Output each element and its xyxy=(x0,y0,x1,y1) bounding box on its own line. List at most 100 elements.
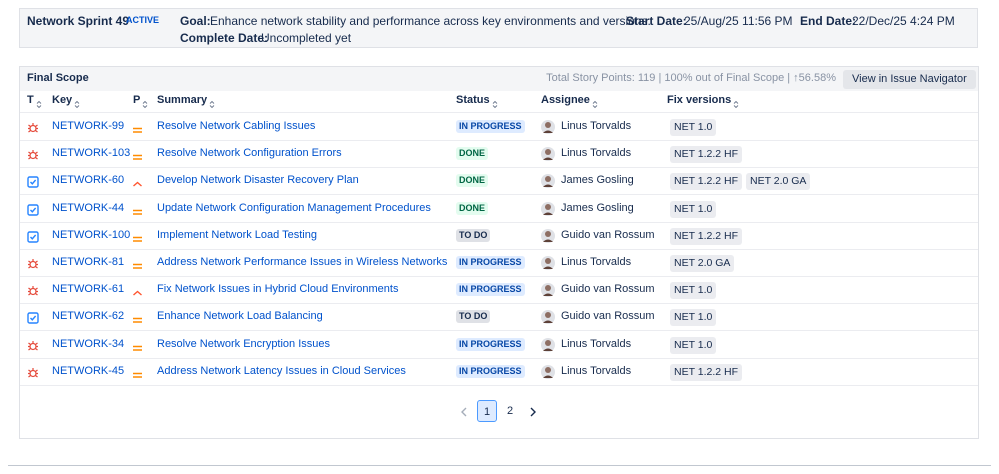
issue-type-icon-task xyxy=(27,311,39,325)
priority-icon-medium-svg xyxy=(133,318,142,324)
issue-summary[interactable]: Resolve Network Encryption Issues xyxy=(157,337,331,350)
issue-key[interactable]: NETWORK-62 xyxy=(52,310,125,323)
issue-summary[interactable]: Implement Network Load Testing xyxy=(157,228,317,241)
issue-summary[interactable]: Resolve Network Cabling Issues xyxy=(157,120,316,132)
issue-type-icon-task-svg xyxy=(27,176,39,189)
sort-icon xyxy=(733,96,739,109)
assignee-name: Linus Torvalds xyxy=(561,364,632,377)
priority-icon-medium-svg xyxy=(133,236,142,242)
assignee-avatar-svg xyxy=(541,256,555,270)
priority-icon-high xyxy=(132,176,143,187)
issue-key[interactable]: NETWORK-34 xyxy=(52,337,125,350)
priority-icon-high xyxy=(132,285,143,296)
issue-type-icon-bug-svg xyxy=(28,259,38,269)
assignee-name: Linus Torvalds xyxy=(561,120,632,132)
column-header[interactable]: Assignee xyxy=(541,94,590,106)
page-button[interactable]: 1 xyxy=(477,400,497,422)
priority-icon-high-svg xyxy=(133,181,142,187)
status-lozenge: IN PROGRESS xyxy=(456,256,525,269)
assignee-name: Linus Torvalds xyxy=(561,147,632,160)
row-separator xyxy=(20,140,978,141)
sort-icon xyxy=(36,96,42,109)
assignee-avatar-svg xyxy=(541,120,555,134)
column-header[interactable]: T xyxy=(27,94,34,106)
assignee-avatar-svg xyxy=(541,201,555,216)
assignee-avatar xyxy=(540,309,556,325)
status-lozenge: TO DO xyxy=(456,228,491,242)
issue-key[interactable]: NETWORK-99 xyxy=(52,120,125,132)
sprint-header xyxy=(19,8,978,48)
issue-key[interactable]: NETWORK-81 xyxy=(52,256,125,268)
row-separator xyxy=(20,384,978,386)
issue-key[interactable]: NETWORK-100 xyxy=(52,228,131,241)
scope-summary: Total Story Points: 119 | 100% out of Fi… xyxy=(546,72,836,84)
priority-icon-medium xyxy=(132,258,143,269)
goal-label: Goal: xyxy=(180,14,211,28)
assignee-avatar xyxy=(540,364,556,380)
issue-summary[interactable]: Resolve Network Configuration Errors xyxy=(157,147,342,160)
issue-key[interactable]: NETWORK-103 xyxy=(52,147,131,160)
complete-label: Complete Date: xyxy=(180,31,269,45)
priority-icon-medium xyxy=(132,204,143,215)
assignee-avatar-svg xyxy=(541,337,555,352)
column-header[interactable]: Key xyxy=(52,94,73,106)
issue-key[interactable]: NETWORK-60 xyxy=(52,174,125,187)
page-button[interactable]: 2 xyxy=(506,405,514,417)
fix-version: NET 1.0 xyxy=(670,309,717,327)
row-separator xyxy=(20,303,978,305)
issue-summary[interactable]: Update Network Configuration Management … xyxy=(157,201,431,214)
issue-type-icon-task-svg xyxy=(27,203,39,216)
status-lozenge: DONE xyxy=(456,174,489,188)
status-lozenge: DONE xyxy=(456,201,489,215)
sort-icon-svg xyxy=(733,100,739,109)
priority-icon-medium-svg xyxy=(133,209,142,215)
status-lozenge: DONE xyxy=(456,147,489,161)
issue-summary[interactable]: Address Network Performance Issues in Wi… xyxy=(157,256,448,268)
issue-summary[interactable]: Develop Network Disaster Recovery Plan xyxy=(157,174,359,187)
row-separator xyxy=(20,194,978,196)
sort-icon xyxy=(492,96,498,109)
sort-icon-svg xyxy=(143,100,148,109)
priority-icon-medium-svg xyxy=(133,127,142,133)
issue-type-icon-bug-svg xyxy=(28,150,38,160)
prev-page xyxy=(459,405,469,417)
issue-summary[interactable]: Address Network Latency Issues in Cloud … xyxy=(157,364,406,377)
assignee-name: James Gosling xyxy=(561,174,634,187)
assignee-avatar-svg xyxy=(541,174,555,189)
assignee-avatar-svg xyxy=(541,364,555,379)
priority-icon-medium xyxy=(132,231,143,242)
column-header[interactable]: Fix versions xyxy=(667,94,732,106)
complete-date: Uncompleted yet xyxy=(261,31,352,45)
row-separator xyxy=(20,167,978,169)
sort-icon xyxy=(74,96,80,109)
fix-version: NET 1.2.2 HF xyxy=(670,363,742,381)
sort-icon xyxy=(209,96,215,109)
issue-summary[interactable]: Fix Network Issues in Hybrid Cloud Envir… xyxy=(157,283,399,296)
assignee-avatar xyxy=(540,201,556,217)
issue-key[interactable]: NETWORK-45 xyxy=(52,364,125,377)
issue-type-icon-bug xyxy=(27,284,39,296)
issue-key[interactable]: NETWORK-61 xyxy=(52,283,125,296)
column-header[interactable]: P xyxy=(133,94,141,106)
status-lozenge: IN PROGRESS xyxy=(456,337,525,351)
column-header[interactable]: Summary xyxy=(157,94,208,106)
end-label: End Date: xyxy=(800,14,857,28)
assignee-avatar xyxy=(540,337,556,353)
assignee-avatar-svg xyxy=(541,228,555,243)
issue-key[interactable]: NETWORK-44 xyxy=(52,201,125,214)
column-header[interactable]: Status xyxy=(456,94,490,106)
fix-version: NET 1.2.2 HF xyxy=(670,227,742,245)
row-separator xyxy=(20,112,978,113)
fix-version: NET 1.0 xyxy=(670,200,717,218)
assignee-avatar xyxy=(540,119,556,135)
fix-version: NET 1.2.2 HF xyxy=(670,146,742,164)
status-lozenge: IN PROGRESS xyxy=(456,283,525,297)
issue-type-icon-bug xyxy=(27,257,39,269)
row-separator xyxy=(20,221,978,223)
issue-type-icon-task xyxy=(27,203,39,216)
view-in-navigator-button[interactable]: View in Issue Navigator xyxy=(843,70,976,89)
assignee-name: Guido van Rossum xyxy=(561,228,655,241)
issue-summary[interactable]: Enhance Network Load Balancing xyxy=(157,310,323,323)
sort-icon-svg xyxy=(492,100,497,109)
issue-type-icon-bug xyxy=(27,366,39,378)
